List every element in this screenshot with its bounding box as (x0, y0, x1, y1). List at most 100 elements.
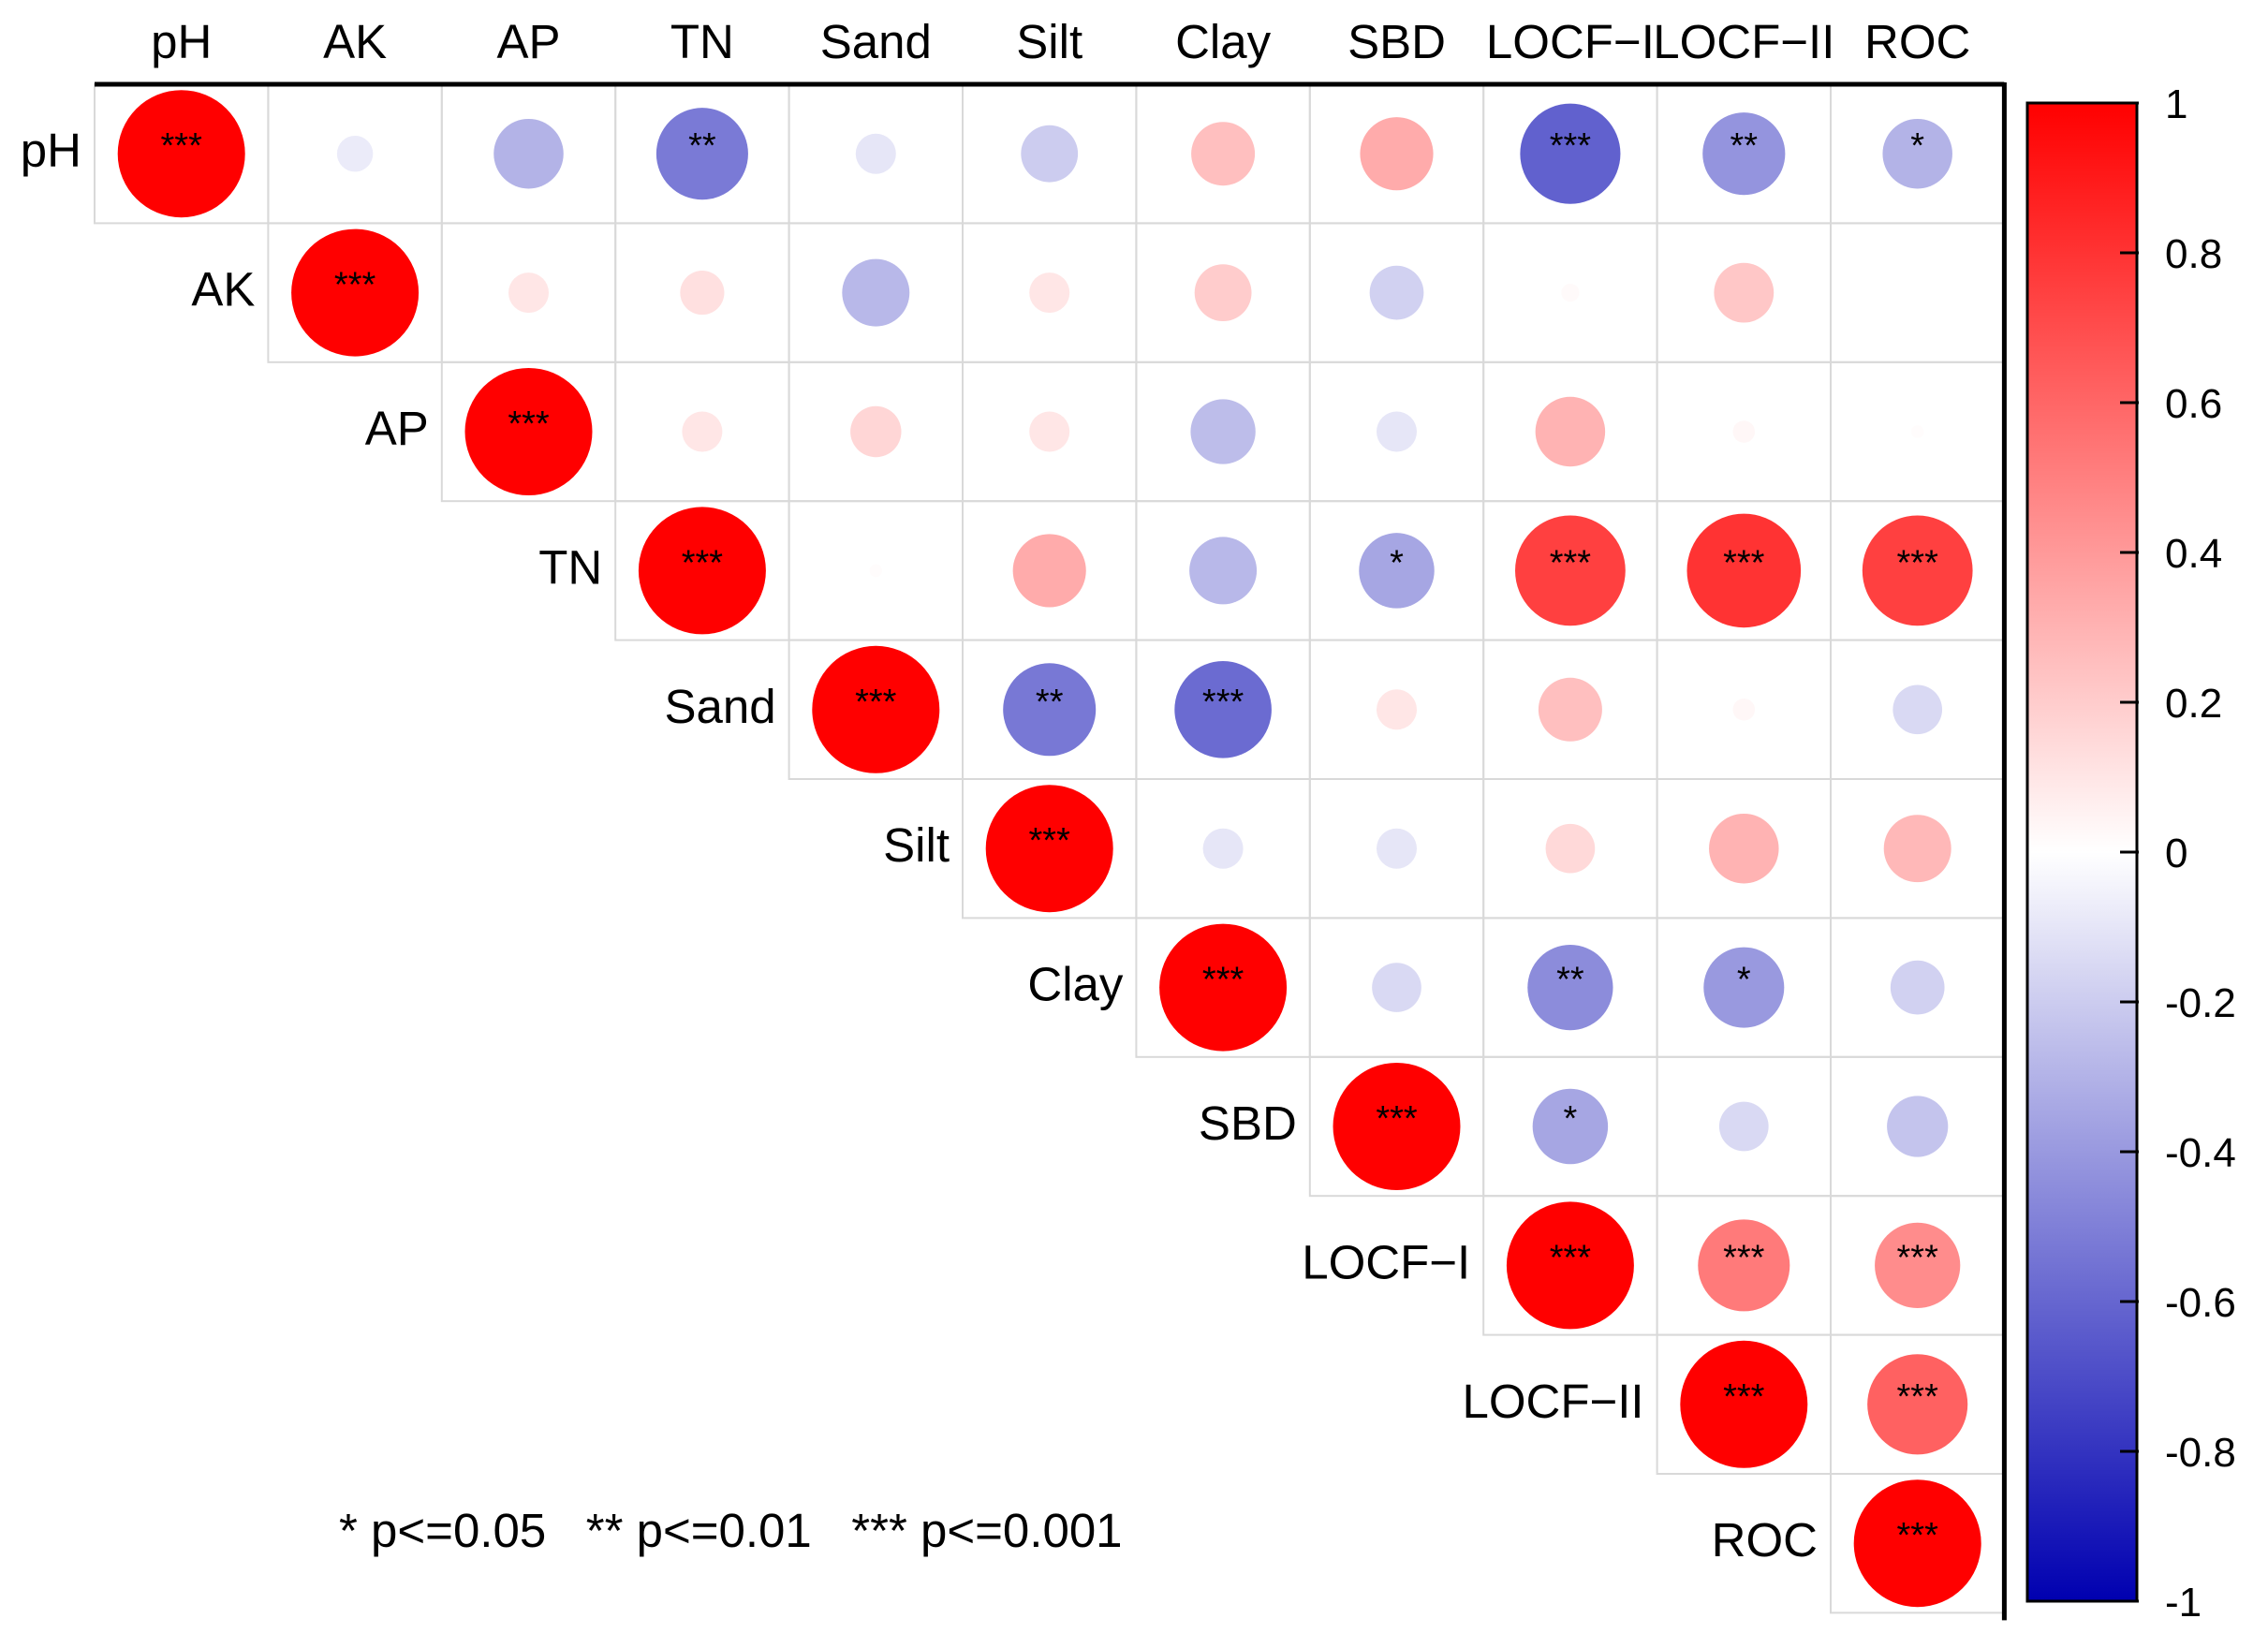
row-labels: pH AK AP TN Sand Silt Clay SBD LOCF−I LOCF−II ROC (21, 124, 1818, 1567)
corr-circle-0-10 (1882, 118, 1952, 189)
corr-circle-0-8 (1520, 103, 1621, 204)
col-label-7: SBD (1348, 15, 1446, 68)
row-label-4: Sand (664, 680, 775, 733)
grid-lines (94, 81, 2007, 1621)
corr-circle-0-1 (336, 135, 374, 172)
sig-mark-4-5: ** (1036, 683, 1064, 722)
corr-circle-4-6 (1174, 661, 1272, 758)
corr-circle-7-10 (1887, 1096, 1949, 1157)
sig-mark-9-9: *** (1723, 1377, 1765, 1417)
corr-circle-2-5 (1029, 411, 1070, 452)
corr-circle-3-3 (638, 507, 766, 635)
corr-circle-2-3 (682, 411, 723, 452)
row-label-1: AK (191, 263, 255, 316)
corr-circle-7-9 (1718, 1101, 1769, 1152)
corr-circle-10-10 (1853, 1479, 1981, 1608)
corr-circle-1-7 (1369, 265, 1424, 320)
colorbar: 1 0.8 0.6 0.4 0.2 0 -0.2 -0.4 -0.6 -0.8 -1 (2025, 81, 2236, 1626)
corr-circle-3-7 (1359, 533, 1435, 609)
sig-mark-0-9: ** (1730, 126, 1759, 166)
corr-circle-5-8 (1545, 823, 1596, 874)
corr-circle-5-9 (1709, 813, 1779, 884)
colorbar-tick-label: 0.6 (2165, 381, 2222, 427)
corr-circle-2-2 (464, 368, 593, 495)
corr-circle-1-9 (1714, 262, 1775, 323)
corr-circle-9-10 (1867, 1354, 1968, 1455)
colorbar-tick-label: 0.8 (2165, 231, 2222, 277)
col-label-4: Sand (820, 15, 932, 68)
corr-circle-3-8 (1515, 515, 1626, 626)
corr-circle-1-6 (1194, 264, 1252, 322)
col-label-1: AK (323, 15, 387, 68)
corr-circle-0-0 (117, 90, 245, 218)
sig-mark-6-6: *** (1202, 961, 1244, 1000)
col-label-2: AP (496, 15, 560, 68)
sig-mark-3-10: *** (1897, 543, 1939, 582)
corr-circle-4-5 (1003, 663, 1097, 757)
corr-circle-9-9 (1680, 1340, 1808, 1468)
row-label-8: LOCF−I (1302, 1235, 1470, 1288)
sig-mark-7-8: * (1564, 1099, 1578, 1139)
row-label-9: LOCF−II (1462, 1375, 1643, 1428)
corr-circle-7-8 (1532, 1088, 1609, 1165)
corr-circle-3-10 (1862, 515, 1973, 626)
sig-mark-0-3: ** (688, 126, 716, 166)
corr-circle-6-9 (1703, 947, 1785, 1028)
significance-legend: * p<=0.05 ** p<=0.01 *** p<=0.001 (339, 1504, 1123, 1557)
circle-layer (117, 90, 1981, 1608)
colorbar-tick-label: 0 (2165, 831, 2187, 876)
corr-circle-6-6 (1159, 923, 1288, 1052)
corr-circle-6-7 (1372, 963, 1421, 1012)
row-label-5: Silt (883, 818, 950, 872)
corr-circle-3-6 (1189, 537, 1258, 605)
corr-circle-0-5 (1021, 125, 1079, 183)
corr-circle-6-8 (1527, 944, 1613, 1031)
sig-mark-4-4: *** (855, 683, 897, 722)
corr-circle-3-9 (1686, 513, 1802, 628)
col-label-5: Silt (1016, 15, 1082, 68)
colorbar-tick-label: -0.8 (2165, 1430, 2236, 1476)
sig-mark-7-7: *** (1376, 1099, 1418, 1139)
colorbar-tick-label: -1 (2165, 1580, 2202, 1626)
corr-circle-4-8 (1538, 677, 1602, 742)
corr-circle-2-9 (1732, 420, 1756, 443)
sig-mark-8-8: *** (1550, 1238, 1592, 1277)
corr-circle-4-4 (812, 645, 940, 773)
corr-circle-1-2 (508, 272, 550, 314)
corr-circle-5-10 (1883, 815, 1951, 883)
sig-mark-0-8: *** (1550, 126, 1592, 166)
col-label-9: LOCF−II (1653, 15, 1834, 68)
sig-mark-6-8: ** (1556, 961, 1584, 1000)
corr-circle-2-10 (1910, 425, 1924, 438)
corr-circle-5-7 (1376, 828, 1418, 869)
sig-mark-6-9: * (1737, 961, 1751, 1000)
corr-circle-4-9 (1732, 699, 1756, 721)
corr-circle-8-10 (1875, 1222, 1961, 1309)
corr-circle-1-5 (1029, 272, 1070, 314)
colorbar-tick-label: 0.2 (2165, 681, 2222, 727)
row-label-10: ROC (1712, 1513, 1818, 1567)
corr-circle-5-5 (985, 785, 1113, 913)
corr-circle-7-7 (1333, 1063, 1461, 1190)
corr-circle-1-10 (1916, 291, 1920, 295)
sig-mark-0-10: * (1910, 126, 1924, 166)
row-label-2: AP (365, 402, 429, 455)
sig-mark-2-2: *** (508, 405, 550, 444)
corr-circle-5-6 (1202, 828, 1244, 869)
corr-circle-4-7 (1376, 689, 1418, 730)
corr-circle-0-6 (1191, 122, 1256, 186)
sig-mark-0-0: *** (161, 126, 203, 166)
colorbar-tick-label: 1 (2165, 81, 2187, 127)
sig-mark-4-6: *** (1202, 683, 1244, 722)
sig-mark-5-5: *** (1029, 821, 1071, 861)
corr-circle-6-10 (1890, 960, 1945, 1015)
colorbar-tick-label: -0.2 (2165, 980, 2236, 1026)
col-label-6: Clay (1175, 15, 1272, 68)
corr-circle-2-7 (1376, 411, 1418, 452)
sig-mark-1-1: *** (334, 266, 376, 305)
colorbar-tick-label: -0.4 (2165, 1130, 2236, 1176)
corr-circle-0-3 (655, 108, 748, 200)
